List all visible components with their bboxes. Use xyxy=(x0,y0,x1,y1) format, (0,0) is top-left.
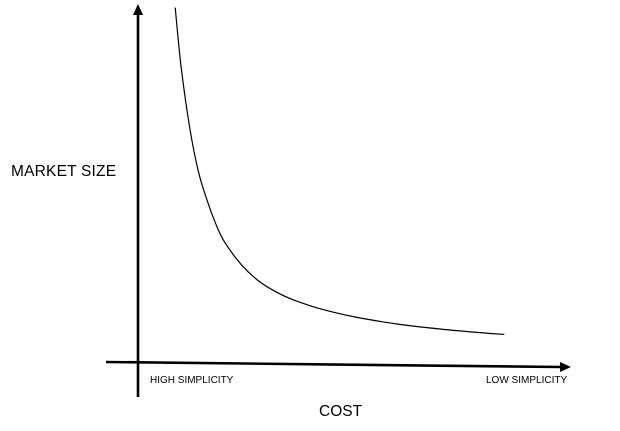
y-axis-arrow xyxy=(133,4,143,15)
x-tick-label-high-simplicity: HIGH SIMPLICITY xyxy=(150,375,234,386)
x-axis-arrow xyxy=(560,362,571,372)
x-axis-line xyxy=(105,360,563,369)
series-line xyxy=(174,7,505,335)
y-axis-label: MARKET SIZE xyxy=(11,163,117,180)
x-tick-label-low-simplicity: LOW SIMPLICITY xyxy=(486,375,568,386)
x-axis-label: COST xyxy=(319,403,363,420)
